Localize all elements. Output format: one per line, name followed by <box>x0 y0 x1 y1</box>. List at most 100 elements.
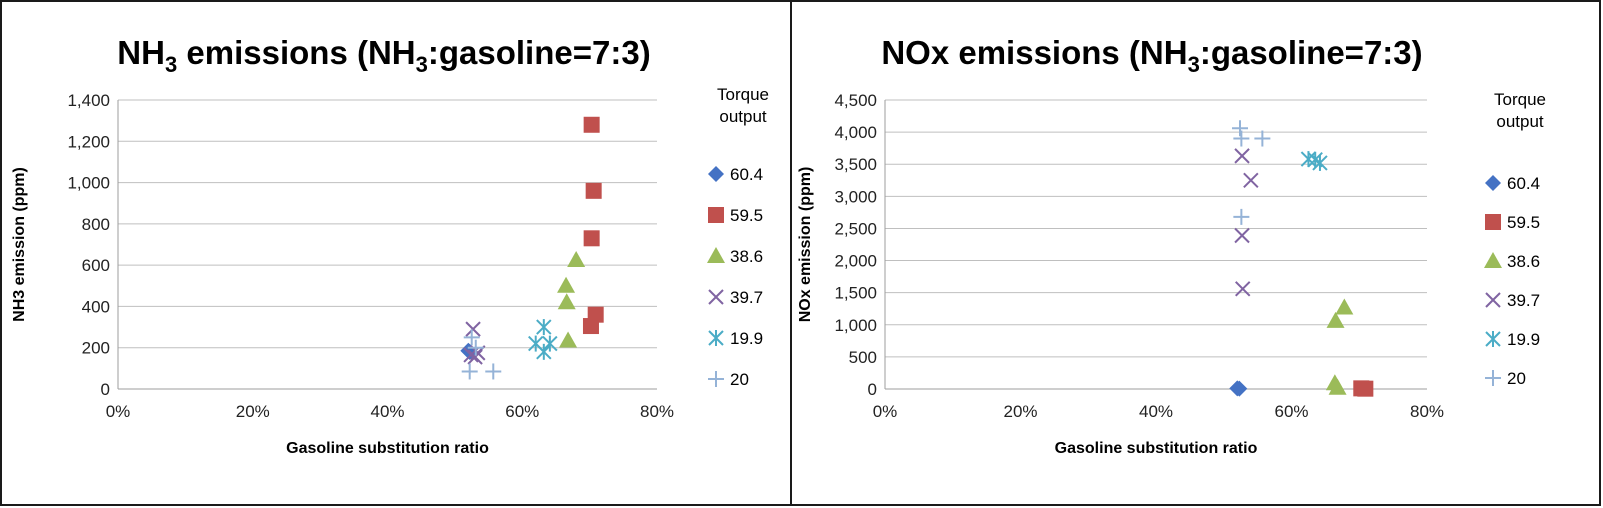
legend-marker <box>708 330 724 346</box>
legend-label: 60.4 <box>730 165 763 184</box>
legend-marker <box>1485 292 1501 308</box>
data-point <box>1233 208 1250 225</box>
y-tick-label: 600 <box>82 256 110 275</box>
data-point <box>1234 148 1250 164</box>
y-axis-label: NH3 emission (ppm) <box>11 167 28 322</box>
data-point <box>559 331 578 348</box>
legend-item: 39.7 <box>708 288 763 307</box>
data-point <box>467 349 483 365</box>
legend-marker <box>708 289 724 305</box>
legend-marker <box>708 166 724 182</box>
y-tick-label: 3,500 <box>834 155 877 174</box>
data-point <box>1254 130 1271 147</box>
legend-title: Torque <box>717 85 769 104</box>
legend-marker <box>1484 252 1502 268</box>
legend-title: Torque <box>1494 90 1546 109</box>
data-point <box>1243 172 1259 188</box>
y-tick-label: 4,500 <box>834 91 877 110</box>
data-point <box>585 182 602 199</box>
series-59.5 <box>582 116 604 335</box>
series-38.6 <box>557 250 586 348</box>
data-point <box>583 230 600 247</box>
data-point <box>583 116 600 133</box>
legend-item: 20 <box>708 370 749 389</box>
data-point <box>463 329 480 346</box>
x-axis-label: Gasoline substitution ratio <box>286 440 489 457</box>
legend-item: 20 <box>1485 369 1526 388</box>
legend-item: 60.4 <box>708 165 763 184</box>
nox-chart-panel: NOx emissions (NH3:gasoline=7:3) 0 500 1,00… <box>790 0 1601 506</box>
legend-title: output <box>719 107 767 126</box>
y-tick-label: 500 <box>849 348 877 367</box>
legend-marker <box>1485 370 1501 386</box>
data-point <box>536 319 552 336</box>
legend-item: 39.7 <box>1485 291 1540 310</box>
legend-label: 39.7 <box>1507 291 1540 310</box>
data-point <box>467 339 484 356</box>
y-tick-label: 200 <box>82 339 110 358</box>
data-point <box>1232 120 1249 137</box>
nh3-chart-panel: NH3 emissions (NH3:gasoline=7:3) 0 200 400 6… <box>0 0 792 506</box>
y-tick-label: 3,000 <box>834 187 877 206</box>
data-point <box>1234 227 1250 244</box>
nh3-scatter-chart: NH3 emissions (NH3:gasoline=7:3) 0 200 400 6… <box>11 34 769 457</box>
series-20 <box>1232 120 1271 225</box>
x-tick-label: 60% <box>505 402 539 421</box>
chart-title: NOx emissions (NH3:gasoline=7:3) <box>881 34 1422 77</box>
y-tick-label: 0 <box>868 380 877 399</box>
chart-title: NH3 emissions (NH3:gasoline=7:3) <box>117 34 650 77</box>
data-point <box>1326 311 1345 328</box>
data-point <box>536 343 552 360</box>
legend-label: 19.9 <box>1507 330 1540 349</box>
series-19.9 <box>528 319 558 360</box>
y-tick-label: 1,500 <box>834 284 877 303</box>
legend-label: 59.5 <box>1507 213 1540 232</box>
y-tick-label: 0 <box>101 380 110 399</box>
legend-item: 59.5 <box>1485 213 1540 232</box>
x-tick-label: 20% <box>236 402 270 421</box>
x-tick-label: 0% <box>873 402 898 421</box>
series-38.6 <box>1325 298 1354 395</box>
legend-item: 59.5 <box>708 206 763 225</box>
data-point <box>485 363 502 380</box>
legend-label: 19.9 <box>730 329 763 348</box>
data-point <box>1231 380 1248 397</box>
x-tick-label: 80% <box>640 402 674 421</box>
y-tick-label: 1,000 <box>67 174 110 193</box>
series-20 <box>461 329 502 380</box>
legend-label: 39.7 <box>730 288 763 307</box>
legend-marker <box>707 247 725 263</box>
legend-label: 38.6 <box>1507 252 1540 271</box>
legend-marker <box>708 207 724 223</box>
series-39.7 <box>463 321 486 365</box>
legend-marker <box>1485 175 1501 191</box>
legend-label: 38.6 <box>730 247 763 266</box>
data-point <box>1335 298 1354 315</box>
y-tick-label: 4,000 <box>834 123 877 142</box>
y-tick-label: 1,000 <box>834 316 877 335</box>
y-tick-label: 1,400 <box>67 91 110 110</box>
legend-item: 19.9 <box>1485 330 1540 349</box>
x-tick-label: 80% <box>1410 402 1444 421</box>
x-axis-label: Gasoline substitution ratio <box>1055 440 1258 457</box>
y-tick-label: 2,500 <box>834 219 877 238</box>
legend-label: 20 <box>1507 369 1526 388</box>
data-point <box>1328 378 1347 395</box>
data-point <box>1357 380 1374 397</box>
data-point <box>542 335 558 352</box>
legend-label: 20 <box>730 370 749 389</box>
data-point <box>465 321 481 337</box>
y-tick-label: 2,000 <box>834 252 877 271</box>
legend-label: 59.5 <box>730 206 763 225</box>
legend-marker <box>1485 214 1501 230</box>
data-point <box>557 293 576 310</box>
x-tick-label: 40% <box>1139 402 1173 421</box>
data-point <box>582 318 599 335</box>
data-point <box>557 276 576 293</box>
x-tick-label: 40% <box>370 402 404 421</box>
data-point <box>1233 130 1250 147</box>
legend-marker <box>708 371 724 387</box>
data-point <box>1312 154 1328 171</box>
nox-scatter-chart: NOx emissions (NH3:gasoline=7:3) 0 500 1,00… <box>797 34 1546 457</box>
